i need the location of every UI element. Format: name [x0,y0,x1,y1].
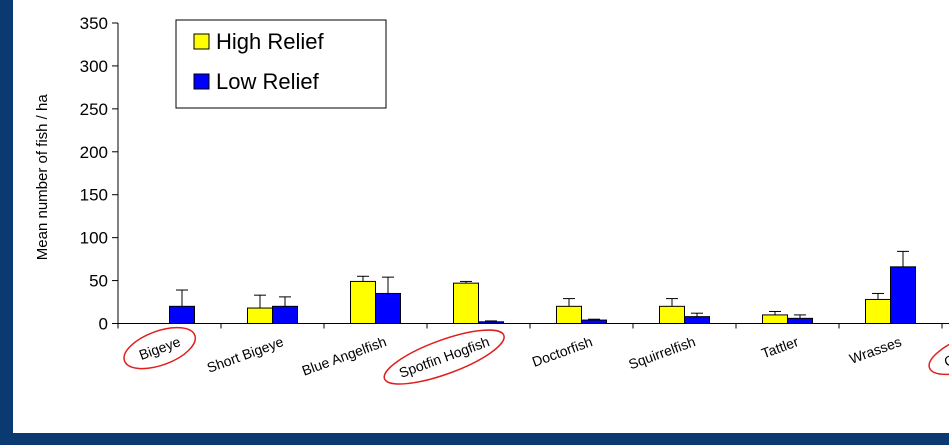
legend-swatch [193,73,210,90]
low-relief-bar [375,292,401,325]
y-axis-label: Mean number of fish / ha [34,94,51,261]
high-relief-bar [865,298,891,324]
category-label: Short Bigeye [205,333,286,376]
highlight-ellipse [928,328,949,376]
category-label-group: Doctorfish [530,333,595,370]
category-label: Wrasses [847,333,903,367]
y-tick-label: 200 [80,143,108,162]
category-label: Creolefish [942,333,949,370]
high-relief-bar [659,305,685,325]
legend-label: Low Relief [216,69,320,94]
category-label: Doctorfish [530,333,595,370]
y-tick-label: 150 [80,186,108,205]
high-relief-bar [556,305,582,325]
low-relief-bar [787,317,813,325]
category-label-group: Wrasses [847,333,903,367]
y-tick-label: 0 [99,315,108,334]
high-relief-bar [247,307,273,325]
chart-panel: 0 50 100 150 200 250 300 350 Mean number of fish… [13,0,949,433]
low-relief-bar [272,305,298,325]
low-relief-bar [169,305,195,325]
category-label: Tattler [759,333,801,361]
legend-swatch [193,33,210,50]
category-label-group: Blue Angelfish [300,333,389,378]
low-relief-bar [581,319,607,324]
high-relief-bar [453,282,479,325]
category-label-group: Spotfin Hogfish [383,329,505,385]
category-label-group: Squirrelfish [626,333,697,372]
low-relief-bar [478,321,504,325]
category-label-group: Bigeye [123,326,197,370]
high-relief-bar [350,280,376,324]
low-relief-bar [890,266,916,325]
category-label-group: Creolefish [928,328,949,376]
category-label: Spotfin Hogfish [397,333,492,381]
category-label-group: Short Bigeye [205,333,286,376]
high-relief-bar [762,314,788,324]
y-tick-label: 250 [80,100,108,119]
category-label: Squirrelfish [626,333,697,372]
bar-chart: 0 50 100 150 200 250 300 350 Mean number of fish… [34,14,949,385]
legend-label: High Relief [216,29,324,54]
category-label-group: Tattler [759,333,801,361]
y-tick-label: 350 [80,14,108,33]
highlight-ellipse [123,326,197,370]
y-tick-label: 100 [80,229,108,248]
category-label: Blue Angelfish [300,333,389,378]
low-relief-bar [684,316,710,325]
y-tick-label: 50 [89,272,108,291]
y-tick-label: 300 [80,57,108,76]
category-label: Bigeye [137,333,183,363]
highlight-ellipse [383,329,505,385]
legend-box [175,19,387,109]
